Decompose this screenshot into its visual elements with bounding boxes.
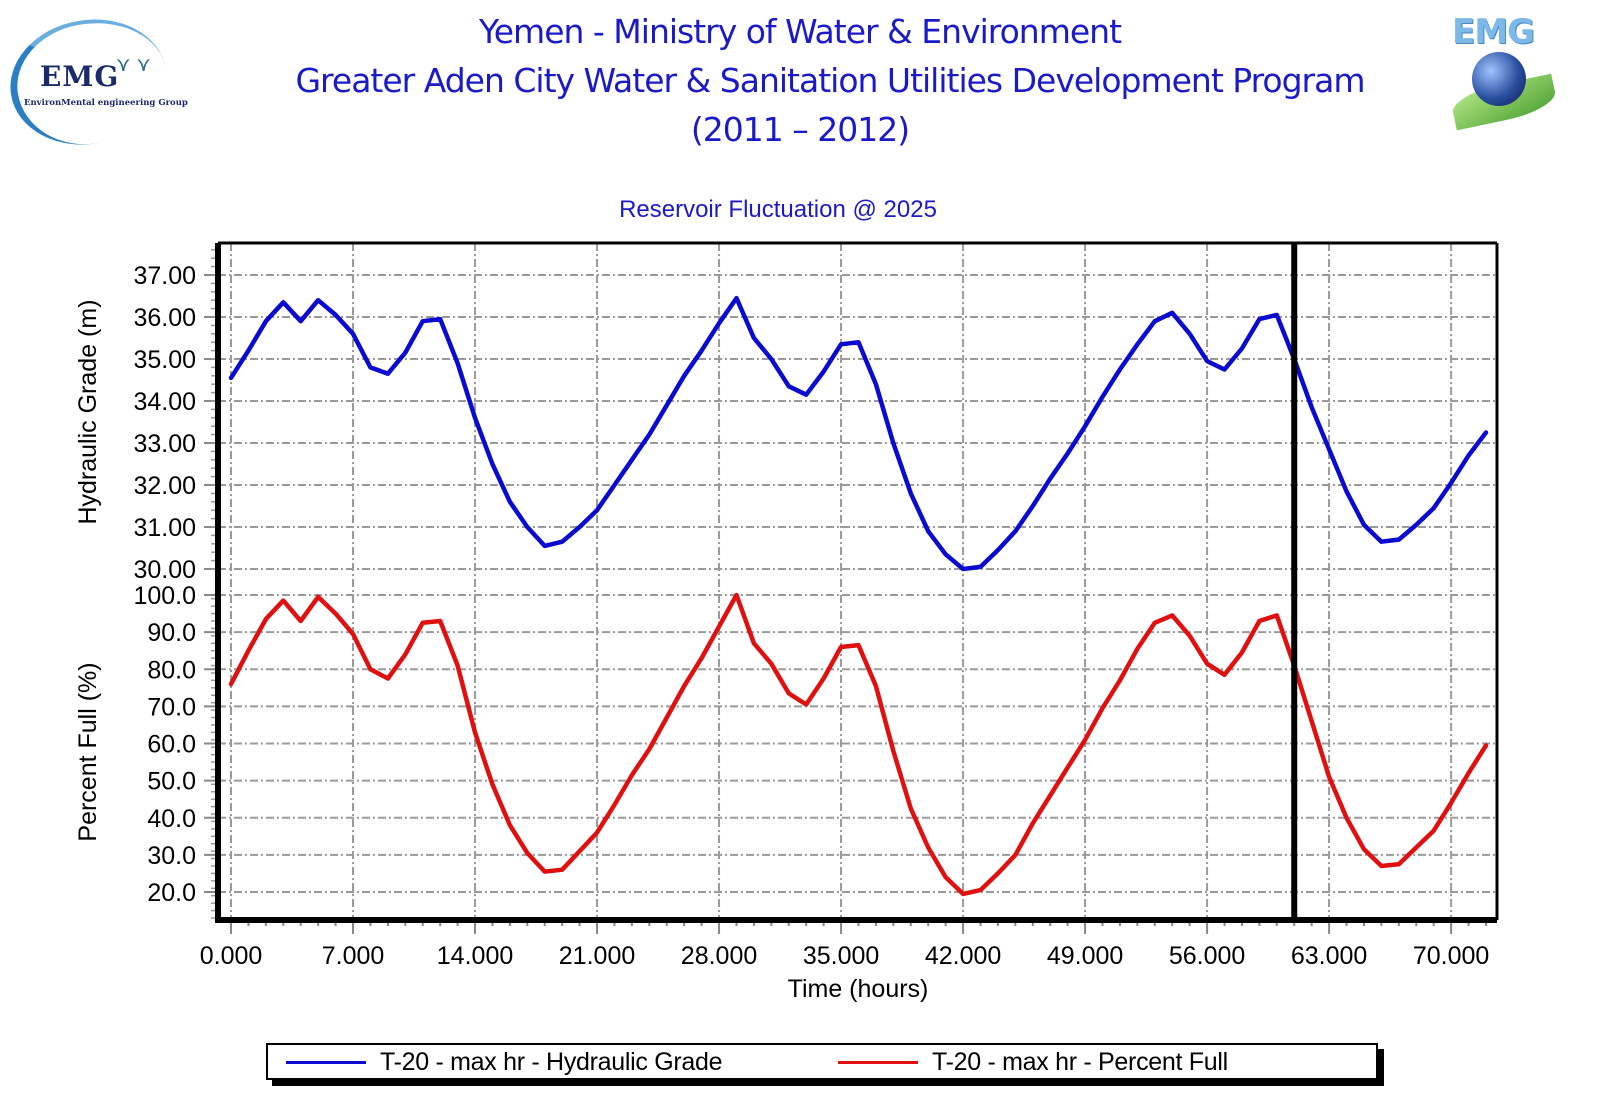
x-tick-label: 14.000 [437, 942, 513, 970]
y-tick-label: 20.0 [147, 879, 196, 907]
x-tick-label: 7.000 [322, 942, 385, 970]
x-tick-label: 0.000 [200, 942, 263, 970]
emg-logo-left: ⋎ ⋎ EMG EnvironMental engineering Group [0, 7, 204, 157]
series-line-percent-full [228, 592, 1489, 897]
legend-label: T-20 - max hr - Percent Full [932, 1048, 1228, 1076]
y-tick-label: 31.00 [133, 514, 196, 542]
page-title-line3: (2011 – 2012) [690, 110, 910, 149]
y-tick-label: 70.0 [147, 693, 196, 721]
y-tick-label: 50.0 [147, 768, 196, 796]
logo-left-text: EMG [40, 60, 120, 93]
legend-item-percent-full: T-20 - max hr - Percent Full [838, 1048, 1228, 1077]
y-tick-label: 33.00 [133, 430, 196, 458]
y-tick-label: 60.0 [147, 731, 196, 759]
plot-frame [215, 241, 1499, 923]
x-tick-label: 56.000 [1169, 942, 1245, 970]
x-tick-label: 28.000 [681, 942, 757, 970]
page-title-line1: Yemen - Ministry of Water & Environment [478, 12, 1122, 51]
globe-icon [1472, 52, 1526, 106]
page-title-line2: Greater Aden City Water & Sanitation Uti… [295, 61, 1365, 100]
grid [218, 243, 1497, 920]
legend-swatch-blue [286, 1061, 366, 1064]
legend-item-hydraulic-grade: T-20 - max hr - Hydraulic Grade [286, 1048, 723, 1077]
chart-title: Reservoir Fluctuation @ 2025 [619, 196, 937, 223]
x-tick-label: 42.000 [925, 942, 1001, 970]
x-tick-label: 63.000 [1291, 942, 1367, 970]
y-tick-label: 37.00 [133, 262, 196, 290]
y-tick-label: 100.0 [133, 582, 196, 610]
y-tick-label: 40.0 [147, 805, 196, 833]
y-tick-label: 80.0 [147, 656, 196, 684]
y-axis-label-percent-full: Percent Full (%) [74, 662, 102, 841]
y-axis-label-hydraulic-grade: Hydraulic Grade (m) [74, 299, 102, 524]
x-tick-label: 21.000 [559, 942, 635, 970]
logo-right-text: EMG [1452, 12, 1535, 52]
y-tick-label: 35.00 [133, 346, 196, 374]
y-tick-label: 36.00 [133, 304, 196, 332]
series-line-hydraulic-grade [228, 295, 1489, 572]
y-tick-label: 30.0 [147, 842, 196, 870]
y-tick-label: 30.00 [133, 556, 196, 584]
birds-icon: ⋎ ⋎ [116, 54, 151, 76]
legend-label: T-20 - max hr - Hydraulic Grade [380, 1048, 723, 1076]
emg-logo-right: EMG [1446, 6, 1566, 131]
legend: T-20 - max hr - Hydraulic Grade T-20 - m… [266, 1043, 1378, 1080]
x-tick-label: 70.000 [1413, 942, 1489, 970]
y-tick-label: 90.0 [147, 619, 196, 647]
series [228, 295, 1489, 897]
x-axis-label: Time (hours) [788, 975, 929, 1003]
x-tick-label: 49.000 [1047, 942, 1123, 970]
y-tick-label: 32.00 [133, 472, 196, 500]
y-tick-label: 34.00 [133, 388, 196, 416]
legend-swatch-red [838, 1061, 918, 1064]
x-tick-label: 35.000 [803, 942, 879, 970]
axis-ticks: 0.000 7.000 14.000 21.000 28.000 35.000 42.000… [133, 249, 1489, 970]
logo-left-subtitle: EnvironMental engineering Group [24, 98, 188, 108]
